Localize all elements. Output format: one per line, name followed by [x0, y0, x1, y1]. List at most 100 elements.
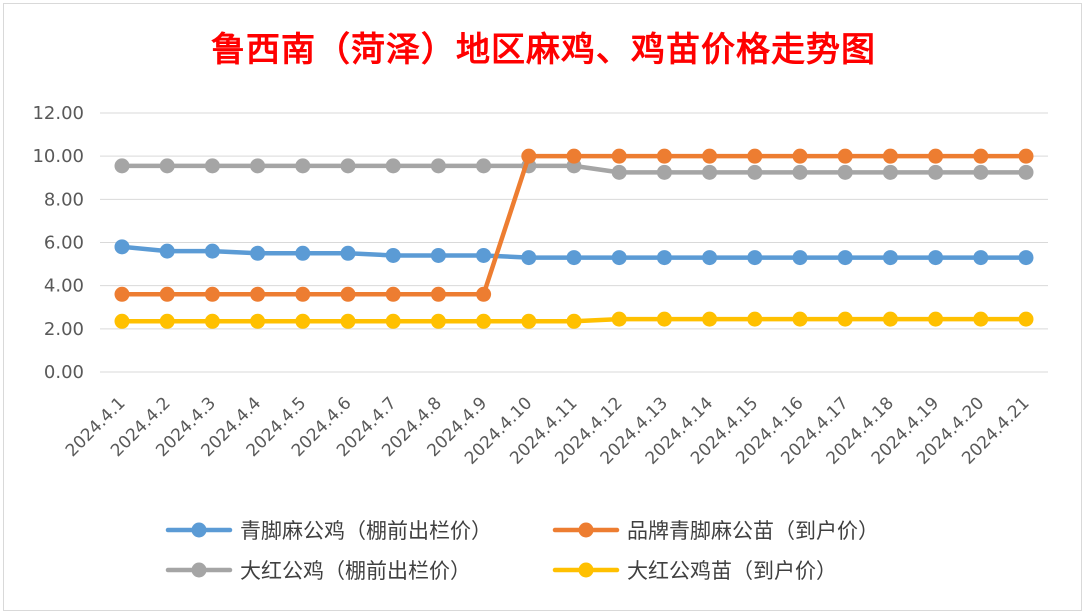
data-point	[340, 313, 356, 329]
data-point	[1018, 250, 1034, 266]
data-point	[747, 148, 763, 164]
data-point	[250, 158, 266, 174]
data-point	[295, 245, 311, 261]
chart-title: 鲁西南（菏泽）地区麻鸡、鸡苗价格走势图	[211, 30, 876, 70]
data-point	[250, 313, 266, 329]
y-tick-label: 6.00	[44, 233, 84, 254]
data-point	[295, 313, 311, 329]
data-point	[882, 164, 898, 180]
data-point	[656, 311, 672, 327]
data-point	[159, 313, 175, 329]
data-point	[159, 158, 175, 174]
data-point	[204, 313, 220, 329]
data-point	[882, 311, 898, 327]
data-point	[114, 158, 130, 174]
data-point	[476, 286, 492, 302]
data-point	[250, 245, 266, 261]
data-point	[521, 148, 537, 164]
data-point	[837, 148, 853, 164]
data-point	[521, 250, 537, 266]
data-point	[747, 311, 763, 327]
data-point	[611, 311, 627, 327]
data-point	[204, 286, 220, 302]
y-tick-label: 2.00	[44, 319, 84, 340]
data-point	[385, 247, 401, 263]
data-point	[702, 148, 718, 164]
data-point	[973, 164, 989, 180]
data-point	[340, 245, 356, 261]
data-point	[159, 243, 175, 259]
data-point	[747, 250, 763, 266]
data-point	[882, 250, 898, 266]
data-point	[837, 311, 853, 327]
legend-label: 青脚麻公鸡（棚前出栏价）	[240, 519, 492, 543]
legend-label: 大红公鸡苗（到户价）	[627, 559, 837, 583]
data-point	[159, 286, 175, 302]
data-point	[114, 286, 130, 302]
data-point	[837, 250, 853, 266]
data-point	[973, 148, 989, 164]
data-point	[656, 148, 672, 164]
data-point	[566, 313, 582, 329]
data-point	[114, 313, 130, 329]
data-point	[476, 313, 492, 329]
data-point	[611, 148, 627, 164]
data-point	[385, 286, 401, 302]
data-point	[837, 164, 853, 180]
data-point	[114, 239, 130, 255]
data-point	[1018, 148, 1034, 164]
data-point	[928, 148, 944, 164]
y-tick-label: 0.00	[44, 362, 84, 383]
legend-marker	[191, 562, 207, 578]
data-point	[611, 250, 627, 266]
y-tick-label: 10.00	[32, 146, 84, 167]
legend-marker	[191, 522, 207, 538]
data-point	[611, 164, 627, 180]
y-tick-label: 4.00	[44, 276, 84, 297]
data-point	[702, 311, 718, 327]
chart-border	[3, 3, 1082, 611]
data-point	[340, 158, 356, 174]
data-point	[385, 313, 401, 329]
legend-marker	[578, 562, 594, 578]
data-point	[792, 164, 808, 180]
data-point	[566, 148, 582, 164]
data-point	[295, 158, 311, 174]
data-point	[792, 148, 808, 164]
legend-label: 大红公鸡（棚前出栏价）	[240, 559, 471, 583]
data-point	[566, 250, 582, 266]
data-point	[430, 313, 446, 329]
y-tick-label: 12.00	[32, 103, 84, 124]
data-point	[204, 243, 220, 259]
data-point	[340, 286, 356, 302]
data-point	[476, 247, 492, 263]
data-point	[430, 247, 446, 263]
data-point	[1018, 164, 1034, 180]
data-point	[973, 250, 989, 266]
data-point	[385, 158, 401, 174]
data-point	[476, 158, 492, 174]
legend-marker	[578, 522, 594, 538]
data-point	[656, 164, 672, 180]
data-point	[747, 164, 763, 180]
data-point	[295, 286, 311, 302]
data-point	[204, 158, 220, 174]
data-point	[702, 164, 718, 180]
y-tick-label: 8.00	[44, 189, 84, 210]
legend-label: 品牌青脚麻公苗（到户价）	[627, 519, 879, 543]
data-point	[430, 286, 446, 302]
data-point	[928, 164, 944, 180]
data-point	[250, 286, 266, 302]
data-point	[882, 148, 898, 164]
data-point	[656, 250, 672, 266]
data-point	[430, 158, 446, 174]
data-point	[792, 311, 808, 327]
data-point	[1018, 311, 1034, 327]
data-point	[792, 250, 808, 266]
data-point	[973, 311, 989, 327]
data-point	[521, 313, 537, 329]
data-point	[928, 311, 944, 327]
data-point	[702, 250, 718, 266]
